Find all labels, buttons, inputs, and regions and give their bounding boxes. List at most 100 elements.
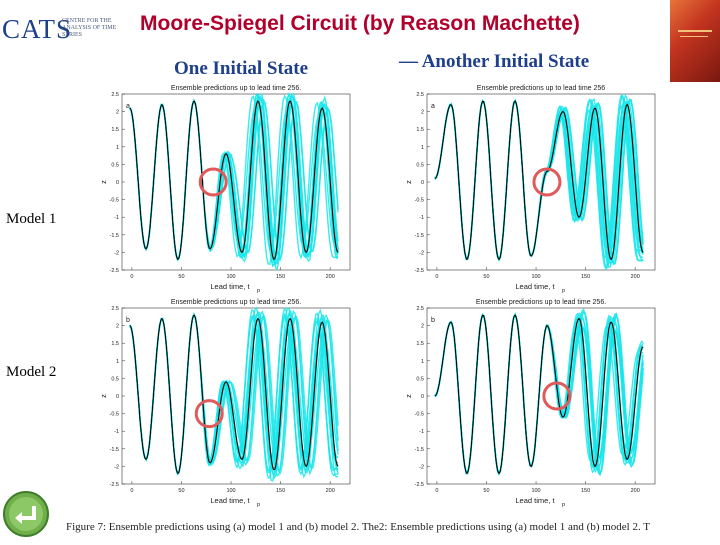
panel-letter: a [126, 103, 130, 110]
chart-svg: Ensemble predictions up to lead time 256… [405, 85, 656, 294]
y-tick-label: -1 [114, 215, 119, 221]
y-tick-label: -2.5 [415, 268, 424, 274]
ensemble-member-line [434, 98, 644, 266]
y-tick-label: -1.5 [415, 233, 424, 239]
truth-trajectory-line [434, 314, 644, 475]
x-tick-label: 100 [226, 488, 235, 494]
y-tick-label: -2 [419, 464, 424, 470]
x-tick-label: 150 [581, 274, 590, 280]
chart-title: Ensemble predictions up to lead time 256 [477, 85, 606, 92]
truth-trajectory-line [129, 100, 339, 260]
y-tick-label: -0.5 [415, 412, 424, 418]
y-tick-label: -2.5 [110, 268, 119, 274]
heading-one-initial-state: One Initial State [174, 58, 309, 79]
x-tick-label: 200 [631, 488, 640, 494]
chart-title: Ensemble predictions up to lead time 256… [171, 85, 301, 92]
y-tick-label: 1.5 [111, 341, 119, 347]
x-tick-label: 0 [130, 488, 133, 494]
y-tick-label: -1 [114, 429, 119, 435]
chart-model1-initial-state-a: Ensemble predictions up to lead time 256… [100, 82, 362, 296]
x-tick-label: 50 [483, 488, 489, 494]
y-tick-label: -1.5 [110, 447, 119, 453]
y-tick-label: 0 [421, 180, 424, 186]
chart-svg: Ensemble predictions up to lead time 256… [100, 85, 351, 294]
book-cover-stripe [678, 30, 712, 32]
divergence-marker-circle [542, 381, 572, 411]
divergence-marker-circle [532, 167, 562, 197]
x-axis-label-subscript: p [257, 502, 260, 508]
y-tick-label: -0.5 [110, 198, 119, 204]
chart-svg: Ensemble predictions up to lead time 256… [100, 299, 351, 508]
y-tick-label: 2.5 [111, 306, 119, 312]
y-tick-label: -2.5 [110, 482, 119, 488]
truth-trajectory-line [434, 100, 644, 261]
x-tick-label: 0 [130, 274, 133, 280]
y-tick-label: -0.5 [110, 412, 119, 418]
x-tick-label: 150 [276, 488, 285, 494]
book-cover-stripe [680, 36, 708, 37]
return-arrow-icon[interactable] [0, 488, 52, 540]
x-tick-label: 0 [435, 274, 438, 280]
figure-caption: Figure 7: Ensemble predictions using (a)… [66, 521, 650, 533]
y-tick-label: 2 [421, 324, 424, 330]
y-tick-label: 2 [421, 110, 424, 116]
y-axis-label: z [100, 394, 108, 398]
x-axis-label: Lead time, t [210, 282, 250, 291]
y-tick-label: 0.5 [416, 162, 424, 168]
y-tick-label: 1 [116, 359, 119, 365]
y-tick-label: -1 [419, 429, 424, 435]
y-tick-label: 0.5 [111, 376, 119, 382]
y-tick-label: -2 [114, 464, 119, 470]
chart-model2-initial-state-a: Ensemble predictions up to lead time 256… [100, 296, 362, 510]
panel-letter: b [431, 317, 435, 324]
panel-letter: b [126, 317, 130, 324]
row-label-model-1: Model 1 [6, 211, 57, 227]
x-tick-label: 200 [326, 274, 335, 280]
logo-wordmark: CATS [2, 14, 73, 44]
y-tick-label: -2.5 [415, 482, 424, 488]
book-cover-image [670, 0, 720, 82]
x-axis-label-subscript: p [562, 502, 565, 508]
y-tick-label: 2.5 [416, 306, 424, 312]
y-tick-label: 1.5 [416, 341, 424, 347]
x-axis-label: Lead time, t [515, 282, 555, 291]
y-tick-label: 0 [116, 180, 119, 186]
y-tick-label: -1.5 [110, 233, 119, 239]
y-tick-label: 1.5 [416, 127, 424, 133]
x-tick-label: 200 [326, 488, 335, 494]
panel-letter: a [431, 103, 435, 110]
x-axis-label-subscript: p [257, 288, 260, 294]
chart-title: Ensemble predictions up to lead time 256… [171, 299, 301, 306]
divergence-marker-circle [194, 399, 224, 429]
plot-frame [426, 307, 656, 485]
y-tick-label: 1 [421, 359, 424, 365]
y-tick-label: 2 [116, 324, 119, 330]
truth-trajectory-line [129, 314, 339, 474]
x-tick-label: 150 [276, 274, 285, 280]
y-tick-label: -2 [114, 250, 119, 256]
y-tick-label: 2 [116, 110, 119, 116]
y-axis-label: z [405, 180, 413, 184]
y-tick-label: 1 [421, 145, 424, 151]
return-arrow-graphic [3, 491, 49, 537]
chart-model1-initial-state-b: Ensemble predictions up to lead time 256… [405, 82, 667, 296]
chart-svg: Ensemble predictions up to lead time 256… [405, 299, 656, 508]
y-tick-label: 0.5 [416, 376, 424, 382]
x-tick-label: 50 [178, 274, 184, 280]
x-axis-label: Lead time, t [515, 496, 555, 505]
y-tick-label: 0 [116, 394, 119, 400]
y-tick-label: 2.5 [111, 92, 119, 98]
logo-subtitle: CENTRE FOR THE ANALYSIS OF TIME SERIES [62, 18, 117, 38]
y-tick-label: 0 [421, 394, 424, 400]
y-tick-label: -0.5 [415, 198, 424, 204]
y-tick-label: 1.5 [111, 127, 119, 133]
divergence-marker-circle [198, 167, 228, 197]
y-tick-label: -1.5 [415, 447, 424, 453]
y-tick-label: -1 [419, 215, 424, 221]
slide-title: Moore-Spiegel Circuit (by Reason Machett… [140, 12, 580, 35]
y-tick-label: 1 [116, 145, 119, 151]
x-tick-label: 100 [531, 488, 540, 494]
y-tick-label: 2.5 [416, 92, 424, 98]
x-axis-label: Lead time, t [210, 496, 250, 505]
x-tick-label: 200 [631, 274, 640, 280]
